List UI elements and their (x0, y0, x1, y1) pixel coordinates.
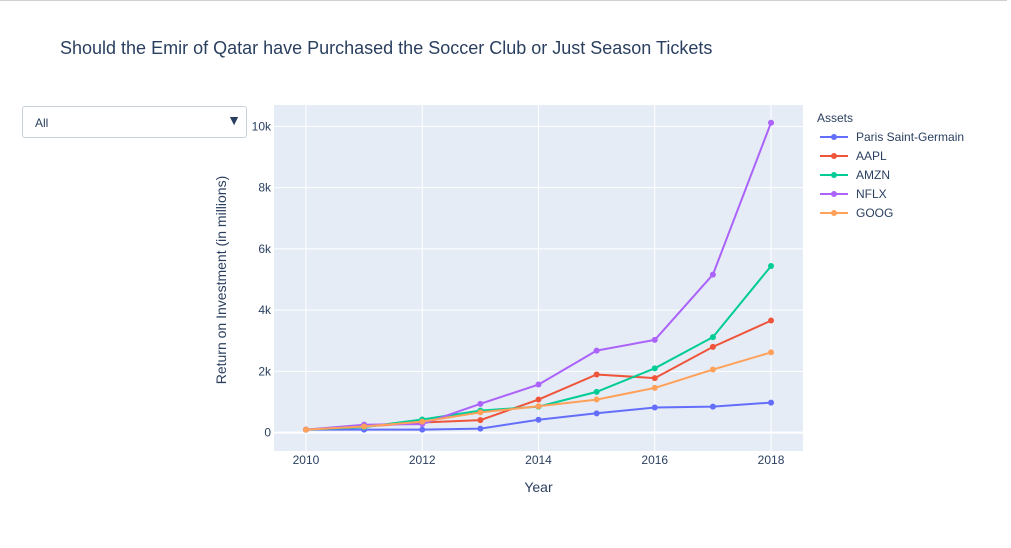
legend-marker (831, 134, 837, 140)
legend-item-label[interactable]: AAPL (856, 149, 887, 163)
legend-title: Assets (817, 111, 853, 125)
data-point (768, 349, 775, 356)
data-point (651, 404, 658, 411)
y-tick-label: 8k (258, 181, 272, 195)
data-point (709, 334, 716, 341)
y-tick-label: 10k (252, 119, 272, 133)
data-point (768, 317, 775, 324)
data-point (651, 365, 658, 372)
legend-item-label[interactable]: AMZN (856, 168, 890, 182)
legend-item-label[interactable]: NFLX (856, 187, 887, 201)
data-point (593, 388, 600, 395)
x-tick-label: 2018 (758, 453, 785, 467)
y-axis-title: Return on Investment (in millions) (213, 176, 229, 385)
chevron-down-icon: ▼ (227, 112, 241, 128)
data-point (709, 271, 716, 278)
data-point (651, 375, 658, 382)
data-point (477, 425, 484, 432)
x-tick-label: 2010 (293, 453, 320, 467)
y-tick-label: 4k (258, 303, 272, 317)
y-tick-label: 6k (258, 242, 272, 256)
y-tick-label: 0 (264, 426, 271, 440)
data-point (535, 381, 542, 388)
x-axis-ticks: 2010 2012 2014 2016 2018 (293, 453, 785, 467)
data-point (535, 396, 542, 403)
data-point (768, 263, 775, 270)
data-point (477, 409, 484, 416)
x-axis-title: Year (524, 479, 553, 495)
data-point (593, 396, 600, 403)
legend-marker (831, 172, 837, 178)
data-point (593, 410, 600, 417)
data-point (768, 399, 775, 406)
data-point (709, 343, 716, 350)
series-lines (302, 119, 775, 433)
data-point (651, 384, 658, 391)
data-point (419, 418, 426, 425)
chart-title: Should the Emir of Qatar have Purchased … (60, 38, 713, 58)
legend-item-label[interactable]: Paris Saint-Germain (856, 130, 964, 144)
legend-marker (831, 210, 837, 216)
legend-marker (831, 153, 837, 159)
data-point (768, 119, 775, 126)
y-tick-label: 2k (258, 364, 272, 378)
data-point (419, 426, 426, 433)
data-point (709, 403, 716, 410)
y-axis-ticks: 0 2k 4k 6k 8k 10k (252, 119, 272, 439)
data-point (709, 366, 716, 373)
data-point (477, 400, 484, 407)
x-tick-label: 2012 (409, 453, 436, 467)
data-point (535, 416, 542, 423)
data-point (302, 426, 309, 433)
data-point (361, 423, 368, 430)
data-point (477, 417, 484, 424)
data-point (535, 403, 542, 410)
data-point (593, 371, 600, 378)
legend-marker (831, 191, 837, 197)
top-divider (0, 0, 1007, 1)
asset-filter-dropdown[interactable]: All ▼ (22, 106, 247, 138)
data-point (651, 336, 658, 343)
x-tick-label: 2014 (525, 453, 552, 467)
legend-item-label[interactable]: GOOG (856, 206, 893, 220)
x-tick-label: 2016 (641, 453, 668, 467)
data-point (593, 347, 600, 354)
dropdown-selected-value: All (35, 116, 49, 130)
legend: Assets Paris Saint-Germain AAPL AMZN NFLX GO… (817, 111, 964, 220)
grid-lines (274, 105, 803, 451)
